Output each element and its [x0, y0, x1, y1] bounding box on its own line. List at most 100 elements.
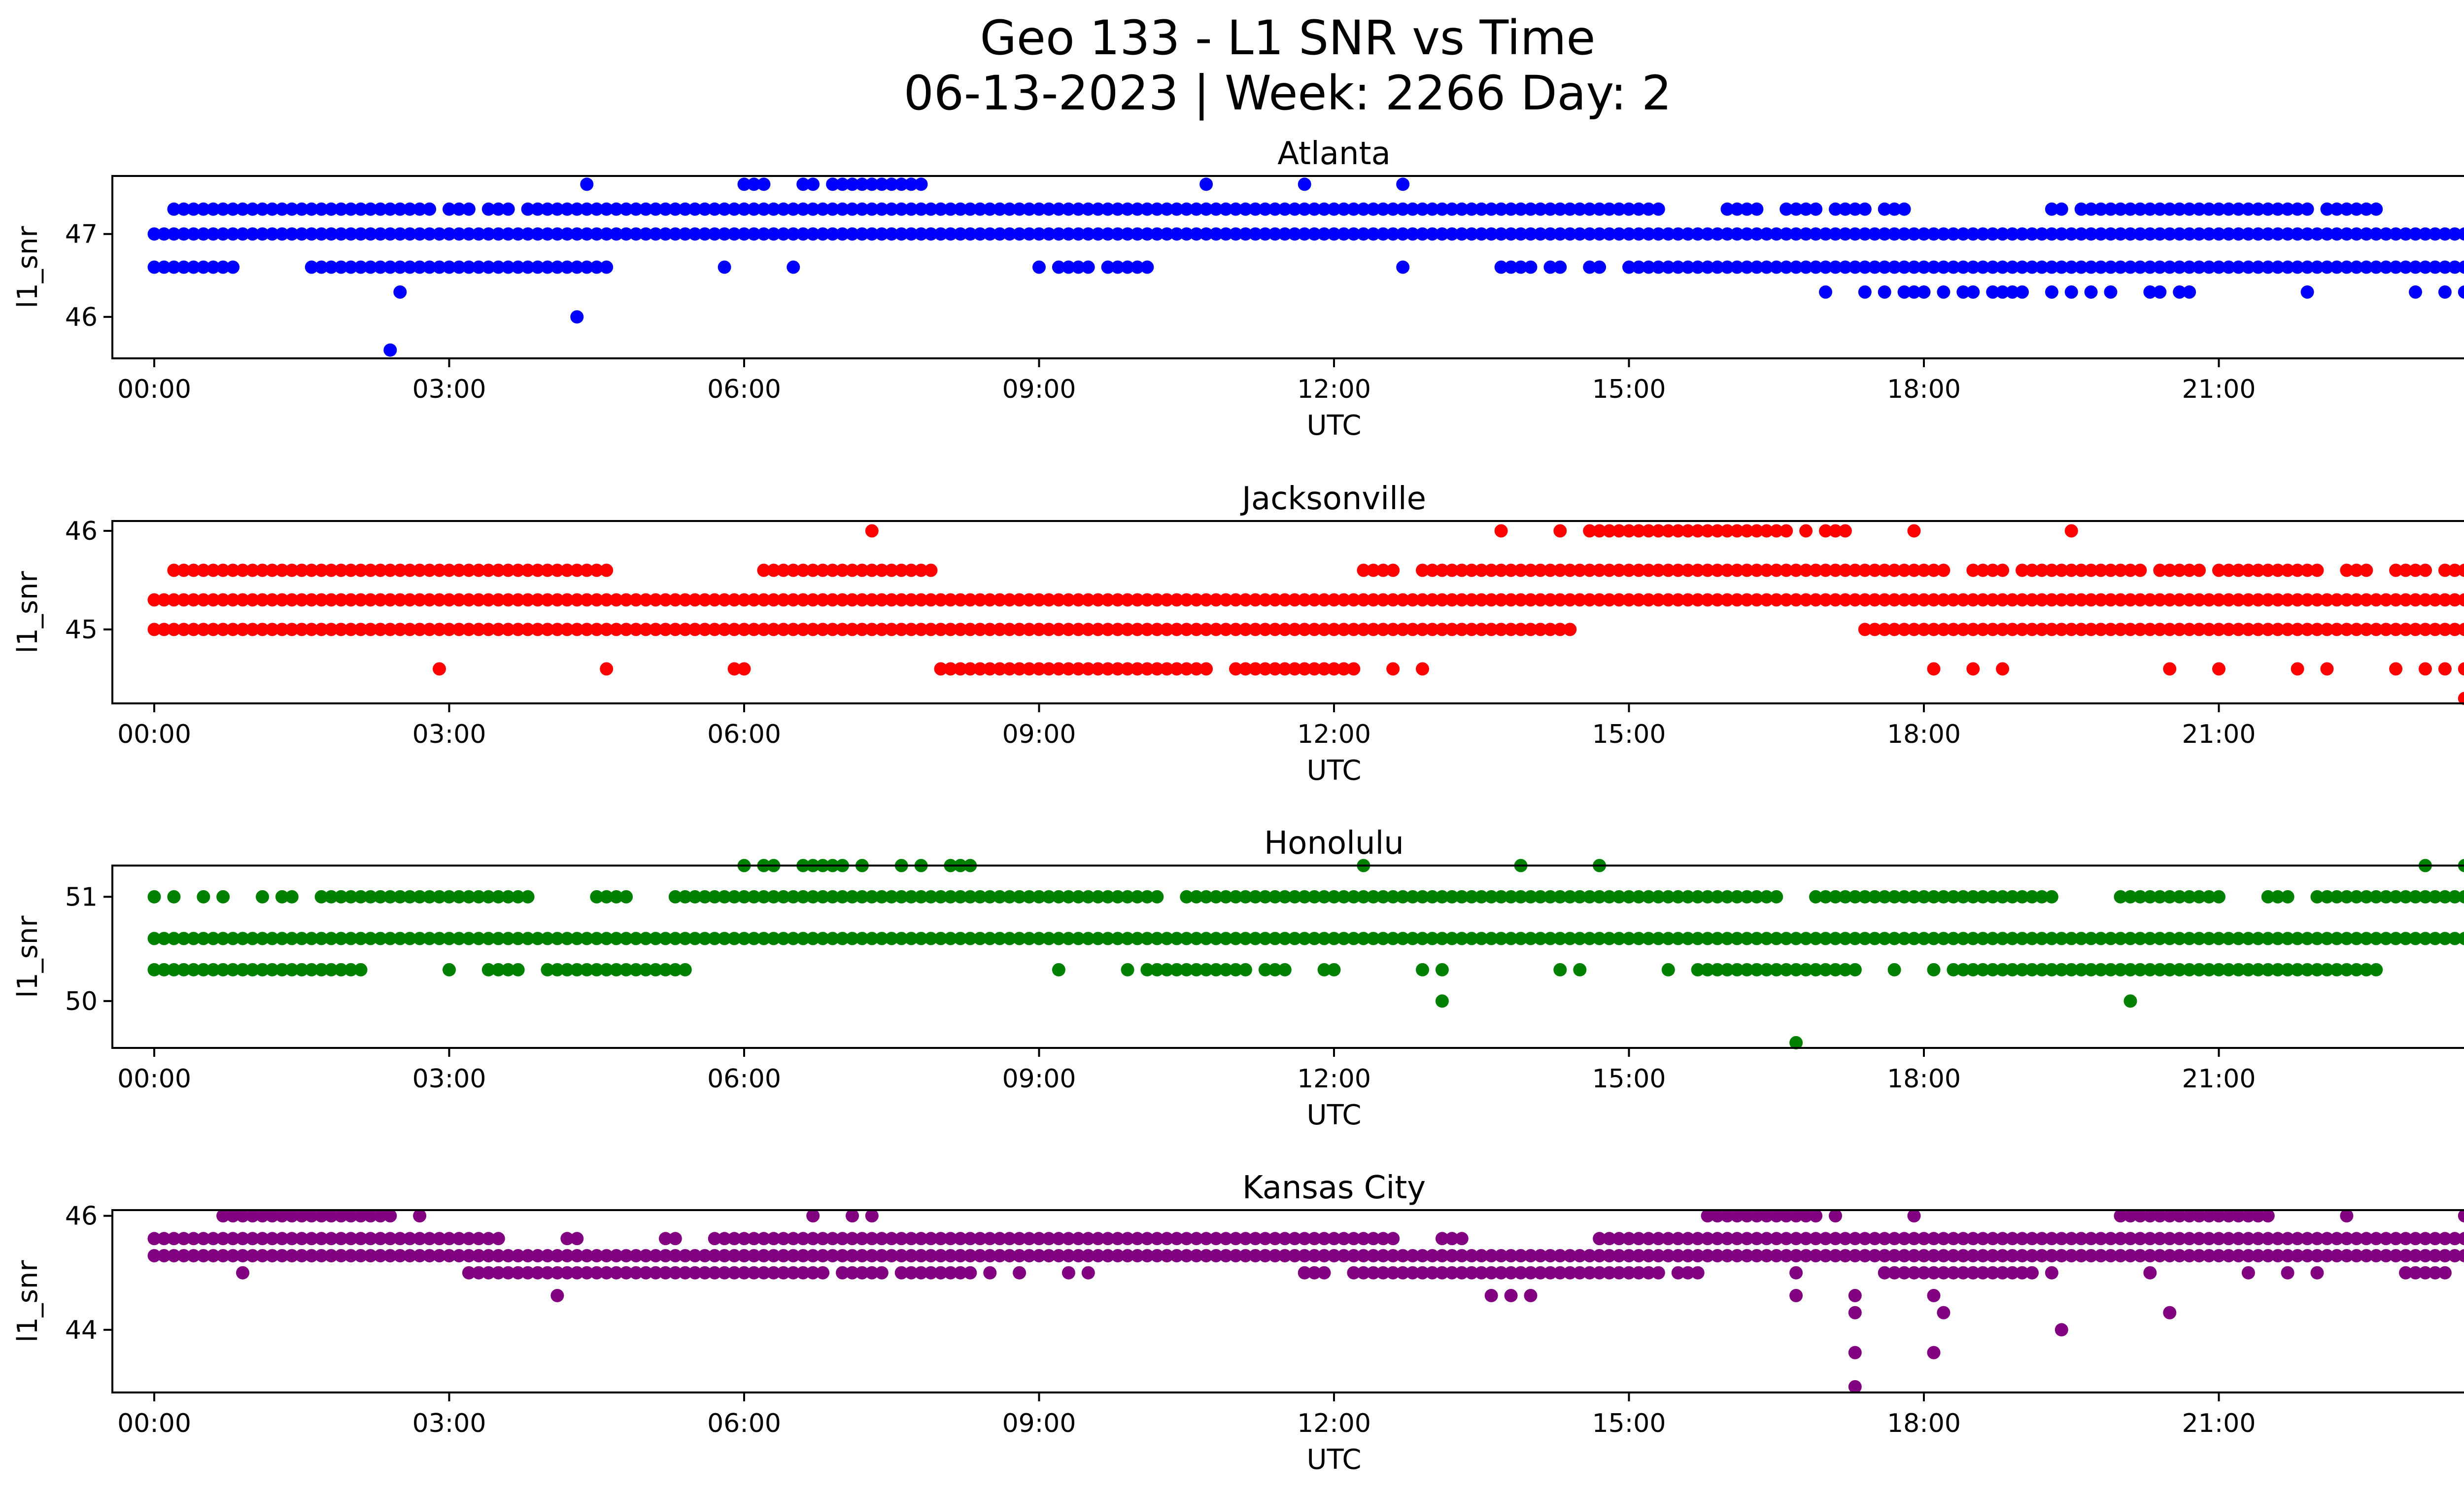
data-point: [698, 1266, 712, 1280]
data-point: [973, 890, 987, 904]
data-point: [1003, 1232, 1017, 1246]
x-tick-label: 03:00: [412, 375, 486, 404]
data-point: [826, 623, 839, 636]
data-point: [1681, 1232, 1695, 1246]
data-point: [541, 1266, 554, 1280]
data-point: [2399, 932, 2413, 945]
x-tick-label: 21:00: [2182, 720, 2256, 749]
data-point: [324, 890, 338, 904]
x-tick-label: 09:00: [1002, 720, 1076, 749]
data-point: [1603, 1266, 1616, 1280]
data-point: [2104, 932, 2118, 945]
data-point: [452, 890, 466, 904]
data-point: [1248, 1232, 1262, 1246]
data-point: [2153, 202, 2167, 216]
data-point: [1061, 890, 1075, 904]
data-point: [845, 623, 859, 636]
data-point: [963, 932, 977, 945]
data-point: [1720, 227, 1734, 241]
y-axis-label: l1_snr: [12, 915, 44, 998]
data-point: [560, 932, 574, 945]
data-point: [403, 623, 417, 636]
data-point: [1593, 593, 1607, 607]
data-point: [855, 202, 869, 216]
data-point: [2114, 1232, 2127, 1246]
data-point: [2320, 1249, 2334, 1262]
data-point: [836, 177, 849, 191]
data-point: [2123, 1209, 2137, 1223]
data-point: [275, 963, 289, 976]
data-point: [1426, 563, 1439, 577]
data-point: [1298, 202, 1311, 216]
data-point: [403, 593, 417, 607]
data-point: [1612, 1232, 1626, 1246]
data-point: [1897, 563, 1911, 577]
data-point: [570, 563, 584, 577]
data-point: [619, 593, 633, 607]
data-point: [619, 227, 633, 241]
data-point: [1838, 563, 1852, 577]
data-point: [2133, 202, 2147, 216]
data-point: [1386, 1232, 1400, 1246]
data-point: [2222, 1209, 2235, 1223]
data-point: [560, 593, 574, 607]
data-point: [2360, 260, 2373, 274]
data-point: [1042, 1232, 1056, 1246]
data-point: [1327, 932, 1341, 945]
data-point: [443, 1249, 456, 1262]
data-point: [1770, 963, 1783, 976]
data-point: [2054, 227, 2068, 241]
data-point: [688, 227, 702, 241]
x-axis-label: UTC: [1306, 1099, 1361, 1131]
data-point: [2281, 1266, 2294, 1280]
data-point: [1317, 227, 1331, 241]
data-point: [1603, 890, 1616, 904]
data-point: [285, 1209, 299, 1223]
data-point: [1278, 593, 1292, 607]
data-point: [393, 227, 407, 241]
data-point: [550, 260, 564, 274]
data-point: [2163, 1249, 2177, 1262]
data-point: [2330, 890, 2344, 904]
data-point: [1887, 1249, 1901, 1262]
data-point: [1111, 1232, 1125, 1246]
data-point: [1445, 890, 1459, 904]
data-point: [1258, 662, 1272, 676]
data-point: [1170, 932, 1184, 945]
data-point: [806, 932, 820, 945]
data-point: [1868, 1232, 1882, 1246]
data-point: [1593, 563, 1607, 577]
data-point: [2330, 623, 2344, 636]
data-point: [983, 227, 997, 241]
data-point: [610, 890, 623, 904]
data-point: [1671, 890, 1685, 904]
data-point: [865, 227, 879, 241]
data-point: [658, 227, 672, 241]
data-point: [2241, 202, 2255, 216]
data-point: [2340, 963, 2354, 976]
data-point: [757, 1249, 771, 1262]
data-point: [1445, 227, 1459, 241]
data-point: [2281, 202, 2294, 216]
data-point: [1032, 662, 1046, 676]
data-point: [600, 1249, 614, 1262]
data-point: [1455, 563, 1469, 577]
data-point: [1504, 890, 1518, 904]
data-point: [1396, 227, 1410, 241]
data-point: [1435, 1266, 1449, 1280]
data-point: [727, 932, 741, 945]
data-point: [265, 593, 279, 607]
data-point: [177, 260, 191, 274]
data-point: [1907, 524, 1921, 538]
data-point: [1268, 890, 1282, 904]
data-point: [1023, 1232, 1036, 1246]
data-point: [1878, 623, 1891, 636]
data-point: [2183, 963, 2196, 976]
data-point: [285, 623, 299, 636]
data-point: [904, 1232, 918, 1246]
data-point: [658, 593, 672, 607]
data-point: [1268, 593, 1282, 607]
data-point: [2016, 563, 2029, 577]
data-point: [1917, 1266, 1931, 1280]
data-point: [324, 1232, 338, 1246]
